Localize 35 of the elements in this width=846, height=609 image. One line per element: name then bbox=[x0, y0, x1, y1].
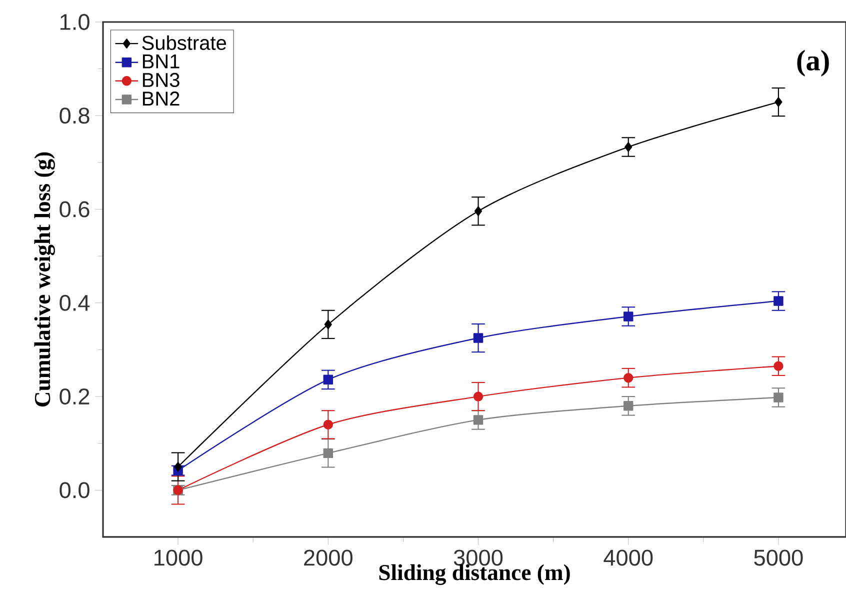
point bbox=[623, 372, 634, 383]
point bbox=[623, 401, 634, 411]
x-tick-label: 4000 bbox=[604, 550, 653, 566]
point bbox=[473, 333, 484, 343]
y-tick-label: 1.0 bbox=[60, 14, 90, 30]
y-tick-label: 0.4 bbox=[60, 294, 90, 311]
point bbox=[623, 312, 634, 322]
x-tick-label: 3000 bbox=[454, 550, 503, 566]
point bbox=[323, 420, 334, 430]
x-tick-label: 2000 bbox=[304, 550, 352, 566]
legend-label: Substrate bbox=[142, 35, 226, 50]
point bbox=[774, 97, 782, 107]
y-tick-label: 0.8 bbox=[60, 108, 90, 124]
point bbox=[323, 448, 334, 458]
y-axis-title: Cumulative weight loss (g) bbox=[34, 152, 55, 407]
point bbox=[774, 392, 784, 402]
point bbox=[774, 361, 784, 371]
point bbox=[474, 206, 482, 216]
point bbox=[324, 320, 332, 330]
legend-label: BN1 bbox=[142, 54, 180, 68]
point bbox=[473, 415, 484, 425]
point bbox=[774, 296, 784, 306]
y-tick-label: 0.0 bbox=[60, 482, 90, 498]
legend-label: BN2 bbox=[142, 92, 180, 106]
legend-label: BN3 bbox=[142, 72, 180, 88]
x-tick-label: 1000 bbox=[154, 550, 202, 566]
annotation: (a) bbox=[797, 50, 829, 76]
point bbox=[323, 374, 334, 385]
x-tick-label: 5000 bbox=[754, 550, 803, 566]
y-tick-label: 0.2 bbox=[60, 388, 90, 405]
point bbox=[624, 142, 632, 152]
y-tick-label: 0.6 bbox=[60, 201, 90, 218]
point bbox=[473, 392, 484, 402]
point bbox=[174, 462, 182, 472]
x-axis-title: Sliding distance (m) bbox=[379, 564, 570, 585]
